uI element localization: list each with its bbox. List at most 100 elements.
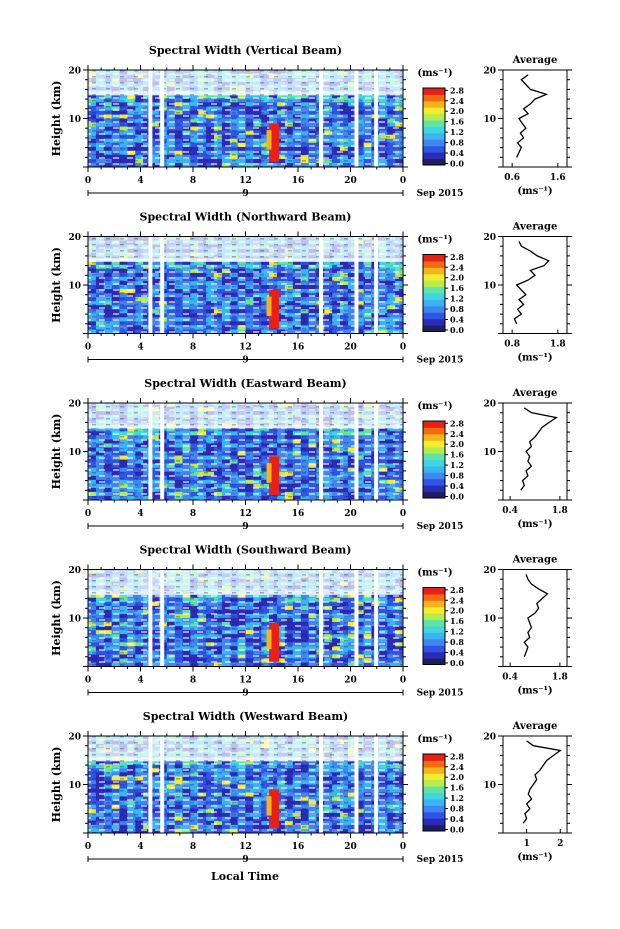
colorbar-tick-label: 2.0 bbox=[450, 606, 464, 616]
colorbar-frame bbox=[422, 87, 446, 166]
data-gap bbox=[354, 403, 359, 500]
x-tick-label: 20 bbox=[344, 343, 357, 353]
colorbar-tick-label: 0.4 bbox=[450, 481, 464, 491]
colorbar-segment bbox=[423, 267, 445, 275]
average-x-tick-label: 1.8 bbox=[552, 673, 568, 683]
colorbar-tick-label: 0.4 bbox=[450, 148, 464, 158]
colorbar-segment bbox=[423, 280, 445, 288]
x-tick-label: 4 bbox=[137, 176, 143, 186]
colorbar-segment bbox=[423, 638, 445, 646]
y-tick-label: 20 bbox=[68, 400, 81, 410]
y-tick-label: 20 bbox=[68, 233, 81, 243]
average-y-tick-label: 10 bbox=[483, 615, 496, 625]
average-frame bbox=[502, 236, 568, 334]
colorbar-segment bbox=[423, 472, 445, 480]
colorbar-tick-label: 2.0 bbox=[450, 106, 464, 116]
high-width-feature bbox=[269, 456, 280, 496]
data-gap bbox=[319, 569, 323, 667]
x-tick-label: 12 bbox=[239, 343, 252, 353]
average-title: Average bbox=[512, 55, 558, 66]
x-tick-label: 8 bbox=[190, 176, 196, 186]
x-tick-label: 12 bbox=[239, 176, 252, 186]
panel-title: Spectral Width (Vertical Beam) bbox=[149, 44, 342, 57]
colorbar-segment bbox=[423, 113, 445, 121]
panel-title: Spectral Width (Eastward Beam) bbox=[144, 377, 346, 390]
average-x-tick-label: 1.8 bbox=[552, 506, 568, 516]
panel-2: Spectral Width (Northward Beam)2010Heigh… bbox=[50, 211, 572, 366]
colorbar-segment bbox=[423, 305, 445, 313]
colorbar-segment bbox=[423, 632, 445, 640]
average-profile-line bbox=[520, 407, 558, 491]
average-x-tick-label: 0.4 bbox=[502, 506, 518, 516]
heatmap bbox=[88, 70, 404, 168]
colorbar-segment bbox=[423, 478, 445, 486]
high-width-feature bbox=[269, 622, 280, 662]
colorbar-unit-label: (ms⁻¹) bbox=[417, 401, 452, 412]
colorbar-tick-label: 1.2 bbox=[450, 460, 464, 470]
colorbar-tick-label: 2.4 bbox=[450, 262, 464, 272]
data-gap bbox=[354, 70, 359, 167]
x-tick-label: 4 bbox=[137, 676, 143, 686]
colorbar-segment bbox=[423, 613, 445, 621]
average-unit-label: (ms⁻¹) bbox=[517, 686, 552, 697]
heatmap bbox=[88, 236, 404, 334]
colorbar-segment bbox=[423, 299, 445, 307]
panel-3: Spectral Width (Eastward Beam)2010Height… bbox=[50, 377, 572, 532]
high-width-feature bbox=[266, 296, 272, 317]
date-label: Sep 2015 bbox=[417, 356, 464, 366]
y-tick-label: 20 bbox=[68, 67, 81, 77]
data-gap bbox=[160, 569, 165, 667]
data-gap bbox=[319, 236, 323, 334]
colorbar-segment bbox=[423, 126, 445, 134]
y-axis-label: Height (km) bbox=[50, 81, 63, 157]
colorbar-segment bbox=[423, 626, 445, 633]
y-tick-label: 10 bbox=[68, 615, 81, 625]
average-frame bbox=[502, 569, 568, 667]
colorbar-frame bbox=[422, 587, 446, 665]
colorbar-unit-label: (ms⁻¹) bbox=[417, 568, 452, 579]
colorbar-tick-label: 0.0 bbox=[450, 158, 464, 168]
average-x-tick-label: 1.6 bbox=[550, 173, 566, 183]
colorbar-tick-label: 2.4 bbox=[450, 429, 464, 439]
heatmap bbox=[88, 569, 404, 667]
colorbar-tick-label: 1.6 bbox=[450, 616, 464, 626]
x-tick-label: 0 bbox=[400, 509, 406, 519]
speckle-overlay bbox=[88, 569, 403, 667]
speckle-overlay bbox=[88, 70, 403, 167]
x-tick-label: 16 bbox=[292, 509, 305, 519]
data-gap bbox=[148, 70, 153, 167]
panel-1: Spectral Width (Vertical Beam)2010Height… bbox=[50, 44, 572, 199]
x-tick-label: 4 bbox=[137, 509, 143, 519]
colorbar-segment bbox=[423, 606, 445, 614]
colorbar-segment bbox=[423, 465, 445, 473]
y-axis-label: Height (km) bbox=[50, 580, 63, 656]
panel-title: Spectral Width (Southward Beam) bbox=[139, 544, 351, 557]
average-y-tick-label: 10 bbox=[483, 282, 496, 292]
data-gap bbox=[354, 236, 359, 334]
colorbar-tick-label: 1.6 bbox=[450, 283, 464, 293]
colorbar-segment bbox=[423, 152, 445, 160]
data-gap bbox=[160, 236, 165, 334]
x-tick-label: 16 bbox=[292, 343, 305, 353]
colorbar-segment bbox=[423, 293, 445, 300]
date-label: Sep 2015 bbox=[417, 189, 464, 199]
average-unit-label: (ms⁻¹) bbox=[517, 186, 552, 197]
colorbar-segment bbox=[423, 619, 445, 627]
data-gap bbox=[374, 569, 379, 667]
colorbar-tick-label: 2.8 bbox=[450, 585, 464, 595]
date-label: Sep 2015 bbox=[417, 522, 464, 532]
data-gap bbox=[148, 236, 153, 334]
colorbar-segment bbox=[423, 286, 445, 294]
heatmap bbox=[88, 736, 404, 834]
data-gap bbox=[319, 70, 323, 167]
colorbar-frame bbox=[422, 420, 446, 499]
colorbar-segment bbox=[423, 453, 445, 460]
colorbar-tick-label: 0.8 bbox=[450, 471, 464, 481]
x-tick-label: 0 bbox=[85, 509, 91, 519]
high-width-feature bbox=[266, 629, 272, 650]
colorbar-tick-label: 1.2 bbox=[450, 294, 464, 304]
colorbar-tick-label: 1.2 bbox=[450, 627, 464, 637]
y-tick-label: 10 bbox=[68, 448, 81, 458]
x-tick-label: 16 bbox=[292, 676, 305, 686]
average-title: Average bbox=[512, 555, 558, 566]
